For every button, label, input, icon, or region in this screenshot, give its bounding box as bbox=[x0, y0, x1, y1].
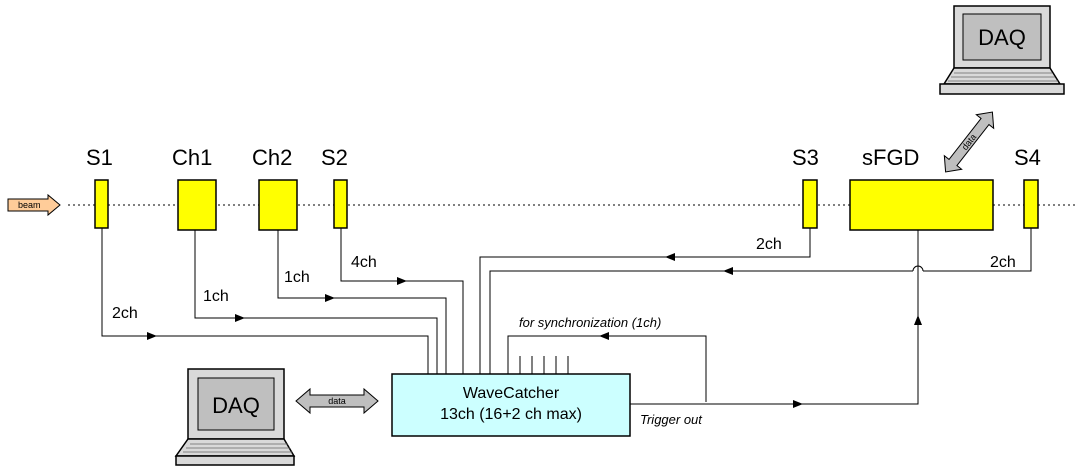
daq-label-bottom: DAQ bbox=[212, 393, 260, 418]
label-s4: S4 bbox=[1014, 145, 1041, 170]
detector-s3 bbox=[802, 179, 818, 229]
data-arrow-bottom: data bbox=[295, 387, 379, 415]
detector-s1 bbox=[94, 179, 109, 229]
signal-wires bbox=[101, 228, 1032, 408]
detector-ch2 bbox=[258, 179, 298, 231]
channels-s3: 2ch bbox=[756, 236, 782, 253]
detector-s2 bbox=[333, 179, 348, 229]
detector-ch1 bbox=[177, 179, 217, 231]
label-s2: S2 bbox=[321, 145, 348, 170]
channels-s4: 2ch bbox=[990, 254, 1016, 271]
daq-label-top: DAQ bbox=[978, 25, 1026, 50]
wavecatcher-subtitle: 13ch (16+2 ch max) bbox=[440, 406, 582, 423]
detector-s4 bbox=[1023, 179, 1039, 229]
detector-sfgd bbox=[849, 179, 994, 231]
channels-ch2: 1ch bbox=[284, 269, 310, 286]
wavecatcher-title: WaveCatcher bbox=[463, 385, 560, 402]
beam-label: beam bbox=[18, 200, 41, 210]
laptop-icon-top: DAQ bbox=[939, 5, 1065, 95]
channels-s2: 4ch bbox=[351, 254, 377, 271]
channels-s1: 2ch bbox=[112, 305, 138, 322]
label-ch1: Ch1 bbox=[172, 145, 212, 170]
trigger-out-label: Trigger out bbox=[640, 412, 703, 427]
channels-ch1: 1ch bbox=[203, 288, 229, 305]
label-ch2: Ch2 bbox=[252, 145, 292, 170]
sync-label: for synchronization (1ch) bbox=[519, 315, 661, 330]
beam-arrow: beam bbox=[7, 193, 61, 217]
label-s3: S3 bbox=[792, 145, 819, 170]
data-label-bottom: data bbox=[328, 396, 346, 406]
data-arrow-top: data bbox=[943, 111, 995, 173]
label-s1: S1 bbox=[86, 145, 113, 170]
label-sfgd: sFGD bbox=[862, 145, 919, 170]
wavecatcher-box: WaveCatcher 13ch (16+2 ch max) bbox=[391, 373, 631, 437]
laptop-icon-bottom: DAQ bbox=[174, 368, 296, 466]
